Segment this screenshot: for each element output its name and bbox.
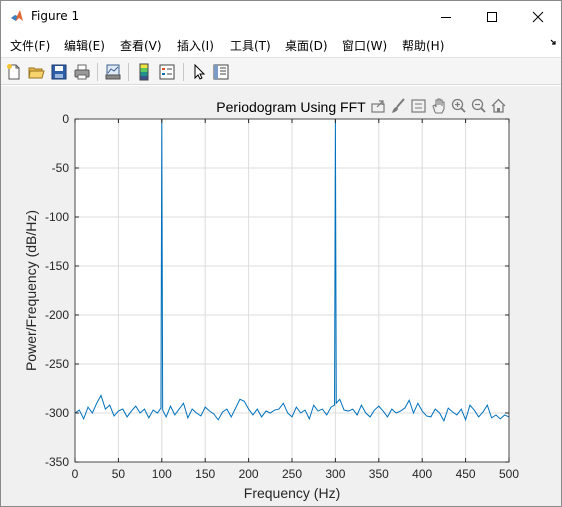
edit-plot-arrow-icon[interactable] xyxy=(190,63,208,81)
y-axis-label: Power/Frequency (dB/Hz) xyxy=(23,210,39,371)
insert-legend-icon[interactable] xyxy=(158,63,176,81)
toolbar-separator xyxy=(97,63,98,81)
y-tick-label: -50 xyxy=(52,161,70,175)
x-tick-label: 50 xyxy=(112,467,126,481)
menu-bar: 文件(F) 编辑(E) 查看(V) 插入(I) 工具(T) 桌面(D) 窗口(W… xyxy=(1,33,561,55)
pan-hand-icon[interactable] xyxy=(432,98,445,114)
menu-edit[interactable]: 编辑(E) xyxy=(64,39,105,53)
x-tick-label: 100 xyxy=(152,467,172,481)
brush-icon[interactable] xyxy=(392,98,405,113)
close-button[interactable] xyxy=(515,1,561,32)
menu-insert[interactable]: 插入(I) xyxy=(177,39,214,53)
window-title: Figure 1 xyxy=(31,9,80,23)
x-tick-label: 500 xyxy=(499,467,519,481)
export-icon[interactable] xyxy=(371,100,385,113)
data-tips-icon[interactable] xyxy=(411,99,426,113)
y-tick-label: -350 xyxy=(45,455,69,469)
insert-colorbar-icon[interactable] xyxy=(135,63,153,81)
menu-tools[interactable]: 工具(T) xyxy=(230,39,271,53)
maximize-button[interactable] xyxy=(469,1,515,32)
periodogram-plot[interactable]: 0 50 100 150 200 250 300 350 400 450 500 0 -50 -100 -1… xyxy=(1,86,561,506)
minimize-icon xyxy=(441,16,451,18)
home-icon[interactable] xyxy=(491,98,506,113)
x-tick-label: 300 xyxy=(325,467,345,481)
print-icon[interactable] xyxy=(73,63,91,81)
y-tick-label: -250 xyxy=(45,357,69,371)
minimize-button[interactable] xyxy=(423,1,469,32)
x-tick-label: 0 xyxy=(72,467,79,481)
x-tick-label: 150 xyxy=(195,467,215,481)
y-tick-label: -200 xyxy=(45,308,69,322)
y-tick-label: -300 xyxy=(45,406,69,420)
plot-title: Periodogram Using FFT xyxy=(216,99,366,115)
x-tick-label: 400 xyxy=(412,467,432,481)
zoom-out-icon[interactable] xyxy=(471,98,486,113)
open-file-icon[interactable] xyxy=(27,63,45,81)
figure-toolbar xyxy=(1,57,561,85)
save-icon[interactable] xyxy=(50,63,68,81)
y-tick-label: -150 xyxy=(45,259,69,273)
new-figure-icon[interactable] xyxy=(5,63,23,81)
matlab-logo-icon xyxy=(11,10,23,21)
property-inspector-icon[interactable] xyxy=(212,63,230,81)
y-tick-label: -100 xyxy=(45,210,69,224)
menu-desktop[interactable]: 桌面(D) xyxy=(285,39,328,53)
y-tick-label: 0 xyxy=(62,112,69,126)
x-tick-label: 350 xyxy=(369,467,389,481)
x-axis-label: Frequency (Hz) xyxy=(244,485,340,501)
close-icon xyxy=(532,11,544,22)
menu-help[interactable]: 帮助(H) xyxy=(402,39,445,53)
menu-view[interactable]: 查看(V) xyxy=(120,39,162,53)
x-tick-label: 200 xyxy=(239,467,259,481)
x-tick-label: 450 xyxy=(456,467,476,481)
link-plot-icon[interactable] xyxy=(104,63,122,81)
toolbar-separator xyxy=(183,63,184,81)
toolbar-separator xyxy=(128,63,129,81)
figure-canvas: 0 50 100 150 200 250 300 350 400 450 500 0 -50 -100 -1… xyxy=(1,86,561,506)
series-line xyxy=(74,118,510,423)
zoom-in-icon[interactable] xyxy=(451,98,466,113)
maximize-icon xyxy=(487,11,497,22)
axes-toolbar xyxy=(371,98,506,114)
menu-file[interactable]: 文件(F) xyxy=(10,39,51,53)
title-bar: Figure 1 xyxy=(1,1,561,32)
x-tick-label: 250 xyxy=(282,467,302,481)
menu-window[interactable]: 窗口(W) xyxy=(342,39,388,53)
menu-overflow-arrow-icon[interactable] xyxy=(549,38,559,48)
